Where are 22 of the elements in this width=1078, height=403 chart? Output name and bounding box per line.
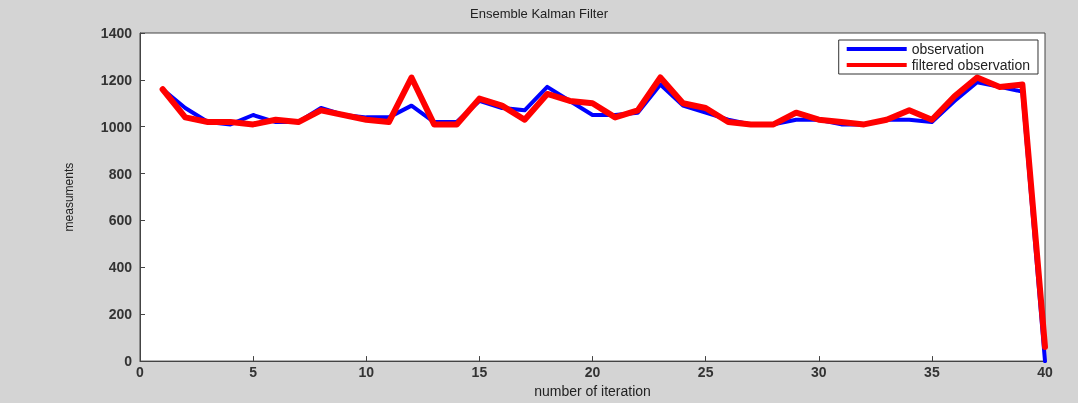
y-tick-label: 600 <box>108 212 133 229</box>
x-tick-label: 35 <box>924 364 940 381</box>
y-tick-label: 1400 <box>100 25 133 41</box>
x-axis-title: number of iteration <box>534 383 651 399</box>
x-tick-label: 25 <box>697 364 714 381</box>
y-tick-label: 1200 <box>100 71 133 88</box>
x-tick-label: 5 <box>249 364 258 381</box>
x-tick-label: 0 <box>136 364 145 381</box>
x-tick-label: 10 <box>358 364 375 381</box>
x-tick-label: 20 <box>584 364 601 381</box>
y-tick-label: 400 <box>108 259 133 276</box>
x-tick-label: 30 <box>810 364 827 381</box>
legend-label: filtered observation <box>911 57 1031 73</box>
y-tick-label: 1000 <box>100 118 133 135</box>
y-tick-label: 0 <box>124 353 133 370</box>
x-tick-label: 40 <box>1037 364 1053 381</box>
legend-label: observation <box>911 41 985 57</box>
y-tick-label: 200 <box>108 306 133 323</box>
x-tick-label: 15 <box>471 364 488 381</box>
y-axis-title: measuments <box>62 162 76 232</box>
chart-title: Ensemble Kalman Filter <box>470 6 609 21</box>
y-tick-label: 800 <box>108 165 133 182</box>
